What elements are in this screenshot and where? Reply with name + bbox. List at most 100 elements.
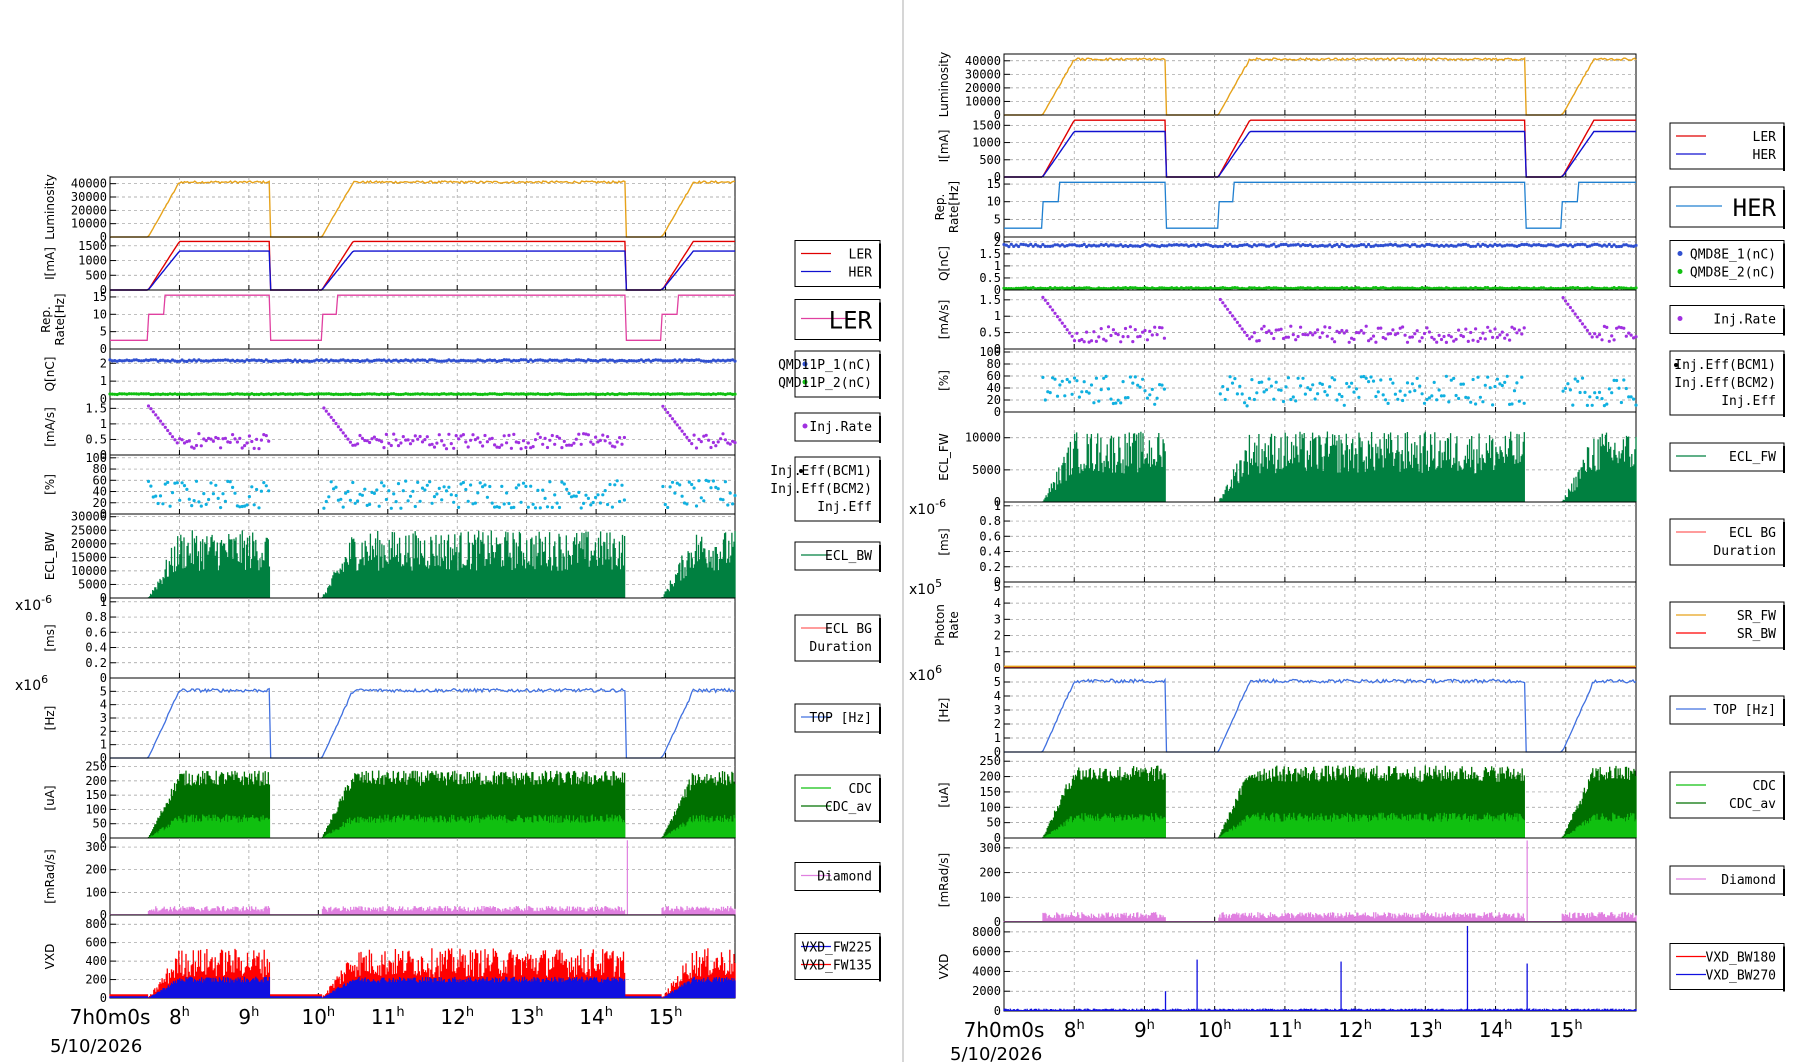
injection-rate-marker bbox=[1624, 334, 1628, 338]
charge-1-marker bbox=[1600, 244, 1604, 248]
injection-efficiency-marker bbox=[536, 488, 540, 492]
charge-2-marker bbox=[1379, 286, 1383, 290]
left-chart-legend-label: QMD11P_2(nC) bbox=[778, 376, 872, 391]
injection-rate-marker bbox=[663, 407, 667, 411]
charge-1-marker bbox=[1619, 244, 1623, 248]
injection-rate-marker bbox=[1615, 326, 1619, 330]
left-chart-x-start-label: 7h0m0s bbox=[70, 1005, 151, 1029]
charge-1-marker bbox=[372, 358, 376, 363]
injection-efficiency-marker bbox=[324, 499, 328, 504]
injection-efficiency-marker bbox=[175, 481, 179, 485]
charge-2-marker bbox=[1325, 286, 1329, 290]
injection-rate-marker bbox=[1600, 338, 1604, 342]
right-chart-y-tick-label: 100 bbox=[979, 890, 1001, 904]
right-chart-y-tick-label: 200 bbox=[979, 770, 1001, 784]
injection-rate-marker bbox=[1153, 325, 1157, 329]
charge-2-marker bbox=[1121, 286, 1125, 290]
injection-efficiency-marker bbox=[668, 485, 672, 489]
injection-rate-marker bbox=[680, 429, 684, 433]
injection-efficiency-marker bbox=[1362, 374, 1366, 379]
charge-2-marker bbox=[209, 392, 213, 396]
injection-efficiency-marker bbox=[1493, 384, 1497, 389]
charge-1-marker bbox=[1119, 243, 1123, 247]
injection-rate-marker bbox=[1505, 333, 1509, 337]
injection-rate-marker bbox=[1481, 331, 1485, 335]
charge-1-marker bbox=[637, 359, 641, 363]
injection-rate-marker bbox=[1162, 336, 1166, 340]
injection-efficiency-marker bbox=[158, 494, 163, 498]
charge-2-marker bbox=[490, 392, 494, 396]
injection-efficiency-marker bbox=[1301, 376, 1305, 380]
injection-efficiency-marker bbox=[1055, 394, 1060, 398]
injection-rate-marker bbox=[569, 443, 574, 447]
charge-2-marker bbox=[1459, 286, 1463, 290]
right-chart-panel-frame bbox=[1003, 289, 1637, 350]
injection-rate-marker bbox=[1520, 332, 1524, 336]
injection-rate-marker bbox=[170, 435, 175, 439]
left-chart-y-tick-label: 0 bbox=[100, 230, 107, 244]
injection-rate-marker bbox=[437, 433, 441, 437]
injection-rate-marker bbox=[1342, 331, 1346, 335]
right-chart-axis-multiplier: x106 bbox=[909, 663, 942, 684]
injection-rate-marker bbox=[363, 438, 367, 443]
injection-rate-marker bbox=[661, 404, 665, 408]
charge-1-marker bbox=[295, 359, 300, 364]
injection-efficiency-marker bbox=[182, 484, 187, 488]
injection-efficiency-marker bbox=[1114, 401, 1118, 405]
injection-rate-marker bbox=[1311, 333, 1315, 337]
injection-rate-marker bbox=[1595, 335, 1599, 339]
injection-rate-marker bbox=[1415, 329, 1419, 333]
charge-1-marker bbox=[1051, 244, 1055, 248]
injection-efficiency-marker bbox=[1461, 382, 1465, 386]
injection-efficiency-marker bbox=[1488, 386, 1492, 390]
charge-1-marker bbox=[461, 358, 465, 362]
charge-2-marker bbox=[1026, 286, 1030, 290]
right-chart-y-tick-label: 0.5 bbox=[979, 271, 1001, 285]
injection-efficiency-marker bbox=[457, 505, 461, 509]
injection-efficiency-marker bbox=[180, 481, 184, 485]
injection-rate-marker bbox=[1131, 340, 1135, 344]
left-chart-y-tick-label: 5 bbox=[100, 684, 107, 698]
injection-rate-marker bbox=[1597, 333, 1602, 337]
left-chart-y-tick-label: 10 bbox=[93, 307, 107, 321]
right-chart-y-tick-label: 0.4 bbox=[979, 545, 1001, 559]
charge-2-marker bbox=[240, 392, 244, 396]
charge-2-marker bbox=[401, 392, 405, 396]
charge-2-marker bbox=[497, 392, 501, 396]
charge-1-marker bbox=[447, 358, 451, 362]
charge-2-marker bbox=[442, 392, 446, 396]
charge-1-marker bbox=[1345, 244, 1349, 249]
left-chart-y-tick-label: 2 bbox=[100, 356, 107, 370]
charge-1-marker bbox=[1175, 243, 1179, 247]
injection-rate-marker bbox=[1568, 305, 1572, 310]
injection-efficiency-marker bbox=[420, 486, 425, 490]
charge-2-marker bbox=[262, 392, 266, 397]
charge-2-marker bbox=[1109, 286, 1113, 291]
charge-1-marker bbox=[476, 358, 480, 362]
charge-1-marker bbox=[1213, 244, 1218, 248]
injection-rate-marker bbox=[1369, 337, 1373, 341]
injection-rate-marker bbox=[1622, 326, 1626, 330]
injection-efficiency-marker bbox=[360, 493, 364, 497]
right-chart-y-tick-label: 5 bbox=[994, 580, 1001, 594]
charge-2-marker bbox=[1510, 286, 1514, 290]
charge-2-marker bbox=[305, 392, 309, 397]
vxd-blue-series-band bbox=[1003, 1008, 1637, 1011]
charge-2-marker bbox=[690, 392, 694, 396]
charge-1-marker bbox=[219, 358, 223, 362]
charge-1-marker bbox=[557, 359, 562, 363]
charge-2-marker bbox=[113, 392, 117, 396]
injection-efficiency-marker bbox=[1578, 390, 1582, 395]
charge-1-marker bbox=[1488, 243, 1492, 247]
charge-2-marker bbox=[630, 392, 634, 396]
rep-rate-series-line bbox=[110, 294, 735, 341]
injection-efficiency-marker bbox=[1255, 391, 1259, 395]
charge-2-marker bbox=[1301, 286, 1305, 290]
injection-rate-marker bbox=[613, 445, 617, 449]
injection-rate-marker bbox=[1476, 339, 1480, 343]
injection-rate-marker bbox=[1398, 326, 1402, 330]
charge-1-marker bbox=[1425, 242, 1429, 247]
charge-1-marker bbox=[1505, 243, 1509, 247]
injection-efficiency-marker bbox=[197, 500, 201, 504]
charge-1-marker bbox=[1508, 243, 1512, 247]
